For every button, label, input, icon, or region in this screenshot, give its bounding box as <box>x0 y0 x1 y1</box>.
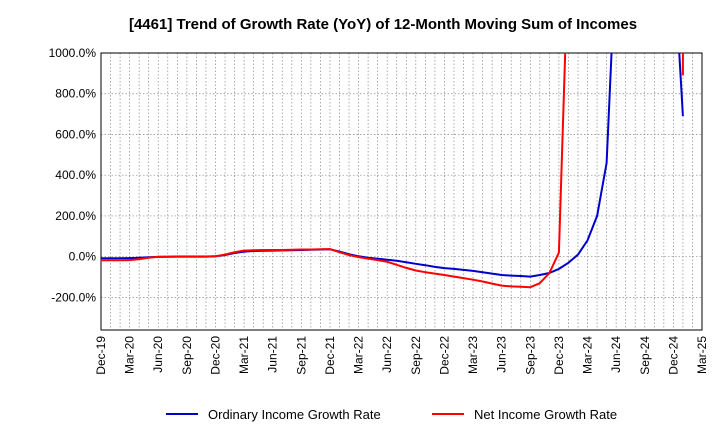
x-tick-label: Sep-21 <box>294 336 308 375</box>
x-tick-label: Mar-22 <box>352 336 366 374</box>
x-axis-ticks: Dec-19 Mar-20 Jun-20 Sep-20 Dec-20 Mar-21 Jun-… <box>94 336 709 375</box>
x-tick-label: Jun-22 <box>380 336 394 373</box>
plot-frame <box>100 52 703 331</box>
x-tick-label: Jun-24 <box>609 336 623 373</box>
x-tick-label: Mar-23 <box>466 336 480 374</box>
x-tick-label: Dec-20 <box>208 336 222 375</box>
legend-label-1: Net Income Growth Rate <box>474 407 617 422</box>
legend-label-0: Ordinary Income Growth Rate <box>208 407 381 422</box>
chart-title: [4461] Trend of Growth Rate (YoY) of 12-… <box>129 16 637 33</box>
x-tick-label: Sep-23 <box>523 336 537 375</box>
y-tick-label: 200.0% <box>55 209 96 223</box>
y-tick-label: 400.0% <box>55 168 96 182</box>
legend: Ordinary Income Growth Rate Net Income Gr… <box>166 407 617 422</box>
x-tick-label: Jun-23 <box>495 336 509 373</box>
y-tick-label: 0.0% <box>69 250 97 264</box>
x-tick-label: Sep-20 <box>180 336 194 375</box>
x-tick-label: Jun-20 <box>151 336 165 373</box>
series-line-0 <box>101 53 684 278</box>
x-tick-label: Mar-21 <box>237 336 251 374</box>
x-tick-label: Sep-24 <box>638 336 652 375</box>
x-tick-label: Dec-19 <box>94 336 108 375</box>
x-tick-label: Dec-23 <box>552 336 566 375</box>
y-axis-ticks: 1000.0% 800.0% 600.0% 400.0% 200.0% 0.0% -200.… <box>49 46 97 304</box>
x-tick-label: Mar-20 <box>123 336 137 374</box>
y-tick-label: 800.0% <box>55 87 96 101</box>
grid <box>101 53 702 330</box>
x-tick-label: Dec-24 <box>666 336 680 375</box>
x-tick-label: Sep-22 <box>409 336 423 375</box>
x-tick-label: Mar-25 <box>695 336 709 374</box>
x-tick-label: Jun-21 <box>266 336 280 373</box>
x-tick-label: Dec-22 <box>437 336 451 375</box>
x-tick-label: Dec-21 <box>323 336 337 375</box>
series-line-1 <box>101 53 684 289</box>
y-tick-label: 1000.0% <box>49 46 97 60</box>
y-tick-label: -200.0% <box>51 290 96 304</box>
x-tick-label: Mar-24 <box>581 336 595 374</box>
y-tick-label: 600.0% <box>55 127 96 141</box>
series-layer <box>101 53 684 289</box>
